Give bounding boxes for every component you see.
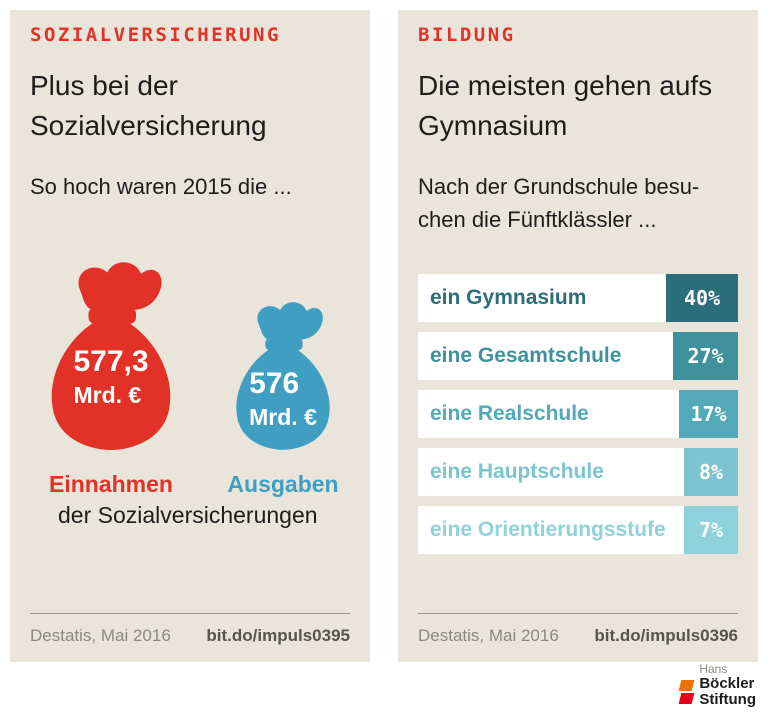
school-bar-chart: ein Gymnasium 40% eine Gesamtschule 27% … — [418, 274, 738, 564]
hans-boeckler-stiftung-logo: Hans Böckler Stiftung — [678, 661, 756, 708]
label-einnahmen: Einnahmen — [49, 471, 173, 497]
money-bag-einnahmen: 577,3 Mrd. € — [36, 255, 186, 455]
money-bag-icon — [236, 302, 330, 450]
bar-segment: 27% — [673, 332, 738, 380]
bag-value-ausgaben: 576 — [249, 367, 300, 400]
panel-title-left: Plus bei der Sozialversicherung — [30, 70, 267, 141]
logo-flag-icon — [678, 680, 695, 704]
footer-link-left[interactable]: bit.do/impuls0395 — [206, 626, 350, 645]
bar-segment: 40% — [666, 274, 738, 322]
subtitle-line2: chen die Fünftklässler ... — [418, 207, 657, 232]
bag-labels: Einnahmen Ausgaben — [30, 471, 350, 498]
subtitle-line1: Nach der Grundschule besu- — [418, 174, 700, 199]
bar-row-gymnasium: ein Gymnasium 40% — [418, 274, 738, 322]
bar-segment: 7% — [684, 506, 738, 554]
bar-row-realschule: eine Realschule 17% — [418, 390, 738, 438]
bag-unit-ausgaben: Mrd. € — [249, 404, 317, 430]
footer-source-left: Destatis, Mai 2016 — [30, 626, 171, 645]
bar-row-label: eine Hauptschule — [430, 460, 604, 483]
footer-left: Destatis, Mai 2016 bit.do/impuls0395 — [30, 613, 350, 646]
logo-line-hans: Hans — [699, 661, 728, 676]
label-ausgaben: Ausgaben — [227, 471, 339, 497]
bar-row-label: eine Orientierungsstufe — [430, 518, 666, 541]
bar-row-orientierungsstufe: eine Orientierungsstufe 7% — [418, 506, 738, 554]
footer-right: Destatis, Mai 2016 bit.do/impuls0396 — [418, 613, 738, 646]
bags-caption: der Sozialversicherungen — [58, 502, 318, 528]
bar-segment: 17% — [679, 390, 738, 438]
logo-line-stiftung: Stiftung — [699, 690, 756, 708]
bar-row-label: eine Realschule — [430, 402, 589, 425]
bar-row-label: eine Gesamtschule — [430, 344, 622, 367]
footer-source-right: Destatis, Mai 2016 — [418, 626, 559, 645]
panel-sozialversicherung: SOZIALVERSICHERUNG Plus bei der Sozialve… — [10, 10, 370, 662]
money-bags-chart: 577,3 Mrd. € 576 Mrd. € — [30, 255, 350, 455]
bar-segment: 8% — [684, 448, 738, 496]
panel-title-right: Die meisten gehen aufs Gymnasium — [418, 70, 713, 141]
bag-unit-einnahmen: Mrd. € — [73, 382, 142, 408]
bag-value-einnahmen: 577,3 — [73, 345, 149, 378]
logo-text: Hans Böckler Stiftung — [699, 661, 756, 708]
kicker-bildung: BILDUNG — [418, 24, 516, 46]
logo-line-boeckler: Böckler — [699, 674, 755, 692]
money-bag-ausgaben: 576 Mrd. € — [224, 295, 342, 455]
panel-subtitle-left: So hoch waren 2015 die ... — [30, 174, 292, 199]
panel-subtitle-right: Nach der Grundschule besu- chen die Fünf… — [418, 170, 738, 236]
bar-row-hauptschule: eine Hauptschule 8% — [418, 448, 738, 496]
kicker-sozialversicherung: SOZIALVERSICHERUNG — [30, 24, 281, 46]
bar-row-label: ein Gymnasium — [430, 286, 587, 309]
footer-link-right[interactable]: bit.do/impuls0396 — [594, 626, 738, 645]
money-bag-icon — [51, 262, 171, 450]
panel-bildung: BILDUNG Die meisten gehen aufs Gymnasium… — [398, 10, 758, 662]
infographic-page: SOZIALVERSICHERUNG Plus bei der Sozialve… — [10, 10, 758, 662]
bar-row-gesamtschule: eine Gesamtschule 27% — [418, 332, 738, 380]
